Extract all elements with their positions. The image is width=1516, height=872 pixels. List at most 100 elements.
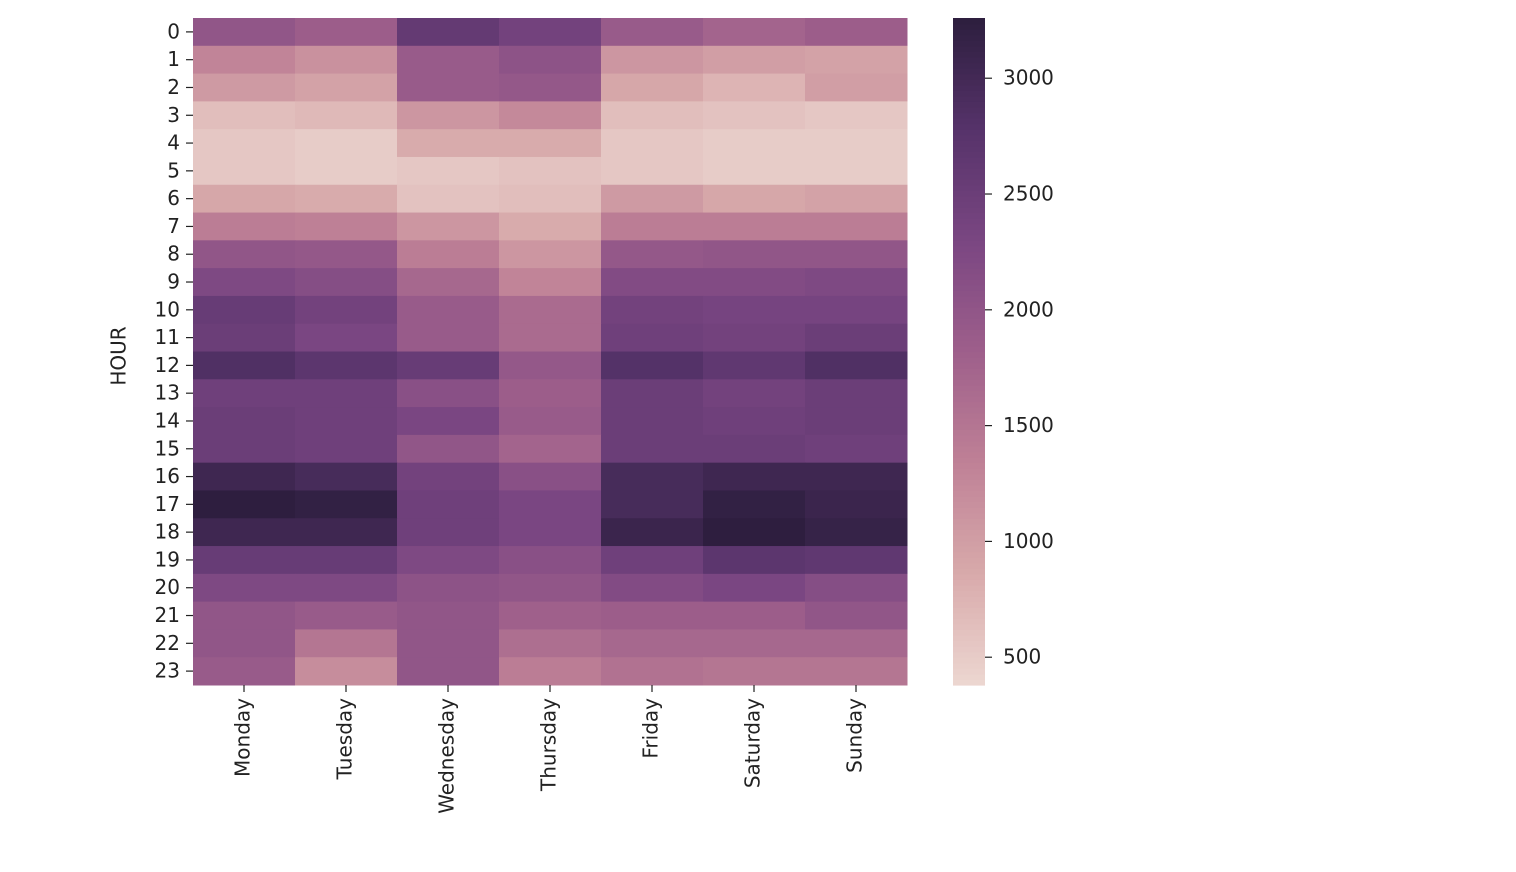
heatmap-cell <box>805 323 908 352</box>
heatmap-cell <box>805 546 908 575</box>
heatmap-cell <box>499 240 602 269</box>
colorbar-segment <box>953 534 985 542</box>
x-tick-label: Wednesday <box>435 698 459 814</box>
heatmap-cell <box>805 295 908 325</box>
colorbar-segment <box>953 329 985 336</box>
heatmap-cell <box>193 351 296 380</box>
heatmap-cell <box>601 629 704 658</box>
colorbar-segment <box>953 162 985 169</box>
heatmap-cell <box>295 268 398 297</box>
heatmap-cell <box>499 212 602 241</box>
colorbar-tick-label: 1000 <box>1003 529 1054 553</box>
colorbar-segment <box>953 307 985 314</box>
colorbar-segment <box>953 140 985 147</box>
heatmap-cell <box>397 101 500 130</box>
colorbar-segment <box>953 640 985 647</box>
colorbar-segment <box>953 334 985 341</box>
colorbar-segment <box>953 273 985 280</box>
colorbar-segment <box>953 106 985 114</box>
colorbar-segment <box>953 579 985 586</box>
heatmap-cell <box>295 351 398 380</box>
heatmap-cell <box>805 156 908 186</box>
heatmap-cell <box>193 601 296 630</box>
heatmap-cell <box>295 407 398 436</box>
heatmap-cell <box>397 629 500 658</box>
heatmap-cell <box>193 184 296 214</box>
heatmap-cell <box>805 490 908 519</box>
heatmap-cell <box>193 212 296 241</box>
colorbar-segment <box>953 468 985 475</box>
heatmap-cell <box>193 462 296 491</box>
colorbar-segment <box>953 646 985 653</box>
colorbar-segment <box>953 373 985 380</box>
y-tick-label: 0 <box>167 19 180 43</box>
heatmap-cell <box>193 156 296 186</box>
heatmap-cell <box>397 240 500 269</box>
x-tick-label: Friday <box>639 698 663 759</box>
x-tick-label: Thursday <box>537 698 561 792</box>
heatmap-cell <box>499 546 602 575</box>
heatmap-cell <box>295 212 398 241</box>
heatmap-cell <box>601 462 704 491</box>
heatmap-cell <box>193 45 296 75</box>
heatmap-cell <box>601 351 704 380</box>
heatmap-cell <box>601 295 704 325</box>
heatmap-cell <box>499 184 602 214</box>
colorbar-segment <box>953 101 985 108</box>
heatmap-cell <box>193 295 296 325</box>
colorbar-segment <box>953 240 985 247</box>
heatmap-cell <box>295 295 398 325</box>
colorbar-segment <box>953 551 985 558</box>
heatmap-cell <box>193 268 296 297</box>
colorbar-segment <box>953 218 985 225</box>
y-tick-label: 19 <box>155 547 180 571</box>
y-tick-label: 12 <box>155 353 180 377</box>
heatmap-cell <box>805 240 908 269</box>
colorbar-segment <box>953 540 985 547</box>
heatmap-cell <box>703 129 806 158</box>
heatmap-cell <box>499 573 602 603</box>
colorbar-segment <box>953 290 985 297</box>
colorbar-segment <box>953 507 985 514</box>
heatmap-cell <box>601 101 704 130</box>
heatmap-cell <box>703 240 806 269</box>
heatmap-cell <box>499 490 602 519</box>
heatmap-cell <box>601 129 704 158</box>
colorbar-segment <box>953 73 985 80</box>
heatmap-cell <box>499 268 602 297</box>
heatmap-cell <box>295 601 398 630</box>
heatmap-cell <box>601 518 704 547</box>
colorbar-segment <box>953 129 985 136</box>
heatmap-cell <box>295 518 398 547</box>
colorbar-segment <box>953 284 985 291</box>
colorbar-segment <box>953 84 985 91</box>
y-tick-label: 3 <box>167 103 180 127</box>
heatmap-cell <box>397 601 500 630</box>
heatmap-cell <box>397 212 500 241</box>
colorbar-segment <box>953 56 985 64</box>
heatmap-cell <box>601 379 704 408</box>
colorbar-segment <box>953 234 985 241</box>
colorbar-segment <box>953 18 985 25</box>
colorbar-segment <box>953 662 985 669</box>
heatmap-cell <box>397 573 500 603</box>
heatmap-cell <box>703 184 806 214</box>
heatmap-cell <box>805 212 908 241</box>
colorbar-segment <box>953 651 985 658</box>
heatmap-cell <box>397 546 500 575</box>
colorbar-segment <box>953 557 985 564</box>
heatmap-cell <box>805 462 908 491</box>
heatmap-cell <box>295 434 398 464</box>
colorbar-segment <box>953 173 985 180</box>
colorbar-tick-label: 1500 <box>1003 413 1054 437</box>
heatmap-cell <box>703 379 806 408</box>
heatmap-cell <box>499 323 602 352</box>
y-tick-label: 4 <box>167 131 180 155</box>
heatmap-cell <box>295 156 398 186</box>
heatmap-cell <box>193 323 296 352</box>
heatmap-cell <box>601 156 704 186</box>
colorbar-segment <box>953 429 985 436</box>
y-tick-label: 17 <box>155 492 180 516</box>
colorbar-segment <box>953 451 985 458</box>
